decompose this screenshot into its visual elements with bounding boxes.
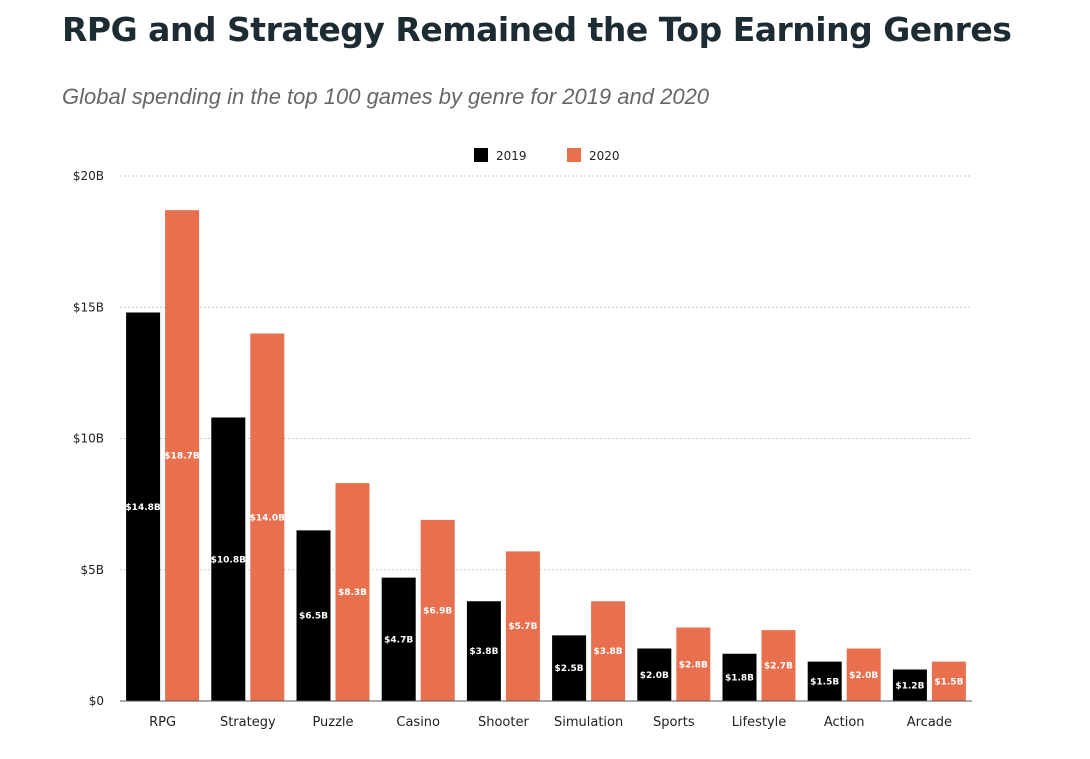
data-label-2019: $2.5B [555, 664, 584, 674]
data-label-2019: $1.5B [810, 677, 839, 687]
x-tick-label: Puzzle [312, 715, 353, 730]
x-tick-label: Sports [653, 715, 695, 730]
bar-2019 [637, 648, 672, 701]
y-tick-label: $5B [80, 563, 104, 577]
legend-label: 2019 [496, 149, 527, 163]
data-label-2020: $14.0B [250, 513, 285, 523]
data-label-2019: $1.2B [895, 681, 924, 691]
y-tick-label: $0 [89, 694, 104, 708]
data-label-2019: $14.8B [125, 503, 160, 513]
x-tick-label: Casino [396, 715, 440, 730]
chart-title: RPG and Strategy Remained the Top Earnin… [62, 10, 1012, 49]
legend-swatch [567, 148, 581, 162]
bar-2020 [165, 210, 200, 701]
gridlines [120, 175, 972, 571]
legend-swatch [474, 148, 488, 162]
x-tick-label: Strategy [220, 715, 276, 730]
x-tick-label: Action [824, 715, 865, 730]
bar-2019 [466, 601, 501, 701]
bar-2019 [211, 417, 246, 701]
data-label-2020: $2.0B [849, 671, 878, 681]
data-label-2020: $6.9B [423, 606, 452, 616]
bar-2019 [807, 661, 842, 701]
legend-label: 2020 [589, 149, 620, 163]
bar-2020 [505, 551, 540, 701]
bar-2019 [381, 577, 416, 701]
data-label-2020: $2.7B [764, 662, 793, 672]
x-tick-label: Arcade [907, 715, 952, 730]
bar-2019 [552, 635, 587, 701]
x-tick-label: RPG [149, 715, 176, 730]
y-tick-label: $20B [73, 169, 104, 183]
data-label-2020: $1.5B [934, 677, 963, 687]
data-label-2020: $18.7B [164, 452, 199, 462]
chart-subtitle: Global spending in the top 100 games by … [62, 84, 710, 109]
data-label-2020: $5.7B [508, 622, 537, 632]
bar-2020 [761, 630, 796, 701]
data-label-2019: $10.8B [211, 555, 246, 565]
data-label-2020: $8.3B [338, 588, 367, 598]
data-label-2019: $3.8B [469, 647, 498, 657]
x-tick-label: Simulation [554, 715, 623, 730]
data-label-2019: $4.7B [384, 635, 413, 645]
bar-2020 [676, 627, 711, 701]
data-label-2019: $1.8B [725, 673, 754, 683]
bar-2020 [335, 483, 370, 701]
y-tick-label: $10B [73, 432, 104, 446]
legend: 2019 2020 [474, 148, 620, 163]
y-tick-label: $15B [73, 300, 104, 314]
bar-2020 [420, 519, 455, 701]
bar-2019 [296, 530, 331, 701]
bar-2020 [591, 601, 626, 701]
bar-2020 [931, 661, 966, 701]
bar-2019 [892, 669, 927, 701]
data-label-2020: $2.8B [679, 660, 708, 670]
bar-2020 [846, 648, 881, 701]
bars: $14.8B $18.7B $10.8B $14.0B $6.5B $8.3B $4.7B $… [125, 210, 966, 701]
bar-2020 [250, 333, 285, 701]
x-tick-label: Shooter [478, 715, 529, 730]
x-tick-label: Lifestyle [732, 715, 787, 730]
data-label-2020: $3.8B [594, 647, 623, 657]
data-label-2019: $2.0B [640, 671, 669, 681]
bar-2019 [722, 653, 757, 701]
data-label-2019: $6.5B [299, 612, 328, 622]
y-axis: $0 $5B $10B $15B $20B [73, 169, 104, 708]
bar-2019 [126, 312, 161, 701]
x-axis: RPG Strategy Puzzle Casino Shooter Simulation… [120, 700, 972, 730]
